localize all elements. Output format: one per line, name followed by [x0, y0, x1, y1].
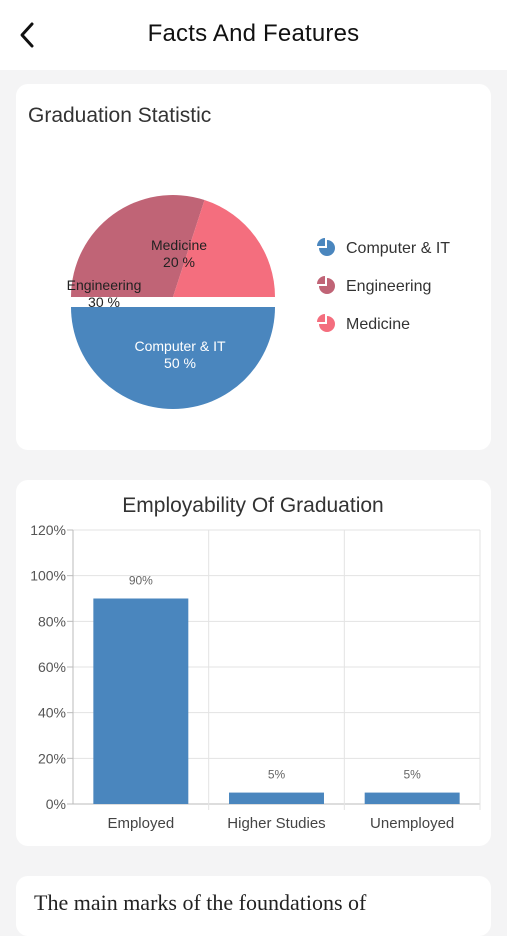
employability-bar-chart: Employability Of Graduation 0% 20% 40% 60% 80… — [30, 494, 481, 832]
pie-label-name: Engineering — [67, 277, 142, 293]
pie-legend-icon — [317, 276, 335, 294]
bar-employed[interactable] — [93, 598, 189, 805]
bar-data-label: 90% — [129, 574, 153, 588]
bar-data-label: 5% — [268, 768, 286, 782]
bar-unemployed[interactable] — [364, 792, 460, 804]
legend-label: Engineering — [346, 278, 431, 295]
pie-legend-icon — [317, 238, 335, 256]
info-text: The main marks of the foundations of — [34, 890, 367, 915]
pie-card-title: Graduation Statistic — [28, 104, 212, 127]
pie-slice-computer-it[interactable] — [71, 307, 275, 409]
pie-label-value: 50 % — [164, 355, 196, 371]
y-tick-label: 40% — [38, 705, 66, 721]
y-tick-label: 60% — [38, 659, 66, 675]
graduation-statistic-card: Graduation Statistic Computer & IT 50 % En… — [16, 84, 491, 450]
y-tick-label: 80% — [38, 613, 66, 629]
x-tick-label: Higher Studies — [227, 815, 325, 832]
legend-label: Computer & IT — [346, 240, 450, 257]
x-tick-label: Unemployed — [370, 815, 454, 832]
info-card: The main marks of the foundations of — [16, 876, 491, 936]
pie-label-value: 30 % — [88, 294, 120, 310]
back-arrow-icon[interactable] — [14, 20, 44, 50]
legend-item-computer-it[interactable]: Computer & IT — [317, 238, 450, 257]
pie-label-value: 20 % — [163, 254, 195, 270]
pie-slice-engineering[interactable] — [71, 195, 205, 297]
bar-chart-title: Employability Of Graduation — [122, 494, 383, 517]
employability-card: Employability Of Graduation 0% 20% 40% 60% 80… — [16, 480, 491, 846]
page-title: Facts And Features — [147, 20, 360, 47]
bar-data-label: 5% — [403, 768, 421, 782]
pie-label-name: Medicine — [151, 237, 207, 253]
y-tick-label: 120% — [30, 522, 66, 538]
x-tick-label: Employed — [107, 815, 174, 832]
app-header: Facts And Features — [0, 0, 507, 70]
y-tick-label: 100% — [30, 568, 66, 584]
pie-legend-icon — [317, 314, 335, 332]
bar-higher-studies[interactable] — [229, 792, 324, 804]
pie-label-name: Computer & IT — [134, 338, 225, 354]
legend-item-medicine[interactable]: Medicine — [317, 314, 410, 333]
legend-item-engineering[interactable]: Engineering — [317, 276, 431, 295]
pie-slice-medicine[interactable] — [173, 199, 275, 297]
legend-label: Medicine — [346, 316, 410, 333]
y-tick-label: 0% — [46, 796, 66, 812]
y-tick-label: 20% — [38, 750, 66, 766]
